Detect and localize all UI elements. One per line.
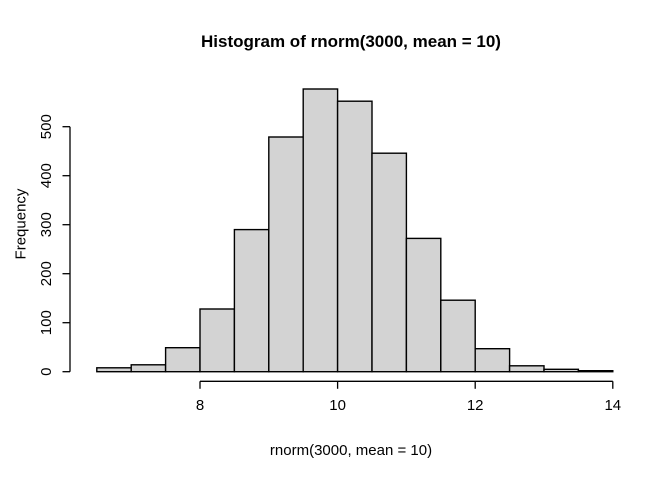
histogram-bar	[96, 367, 132, 373]
histogram-bar	[577, 370, 614, 373]
y-tick-label: 500	[38, 114, 55, 139]
histogram-bar	[268, 136, 304, 373]
x-axis-label: rnorm(3000, mean = 10)	[269, 442, 433, 459]
chart-title: Histogram of rnorm(3000, mean = 10)	[201, 32, 501, 51]
y-tick-label: 0	[38, 368, 55, 376]
histogram-bar	[474, 348, 511, 373]
histogram-bar	[199, 308, 236, 373]
histogram-bar	[508, 365, 545, 373]
x-tick-label: 10	[329, 397, 346, 414]
y-tick-label: 100	[38, 310, 55, 335]
histogram-bar	[164, 347, 201, 373]
x-tick-label: 14	[604, 397, 621, 414]
x-tick-label: 8	[196, 397, 204, 414]
histogram-bar	[371, 152, 408, 373]
histogram-bar	[233, 228, 270, 373]
histogram-bar	[440, 299, 476, 373]
y-tick-label: 400	[38, 163, 55, 188]
histogram-bar	[543, 368, 580, 373]
y-tick-label: 300	[38, 212, 55, 237]
histogram-bar	[130, 364, 167, 373]
histogram-bar	[336, 100, 373, 373]
y-tick-label: 200	[38, 261, 55, 286]
histogram-bar	[405, 237, 442, 373]
y-axis-label: Frequency	[12, 188, 30, 260]
histogram-bar	[302, 88, 339, 373]
x-tick-label: 12	[467, 397, 484, 414]
